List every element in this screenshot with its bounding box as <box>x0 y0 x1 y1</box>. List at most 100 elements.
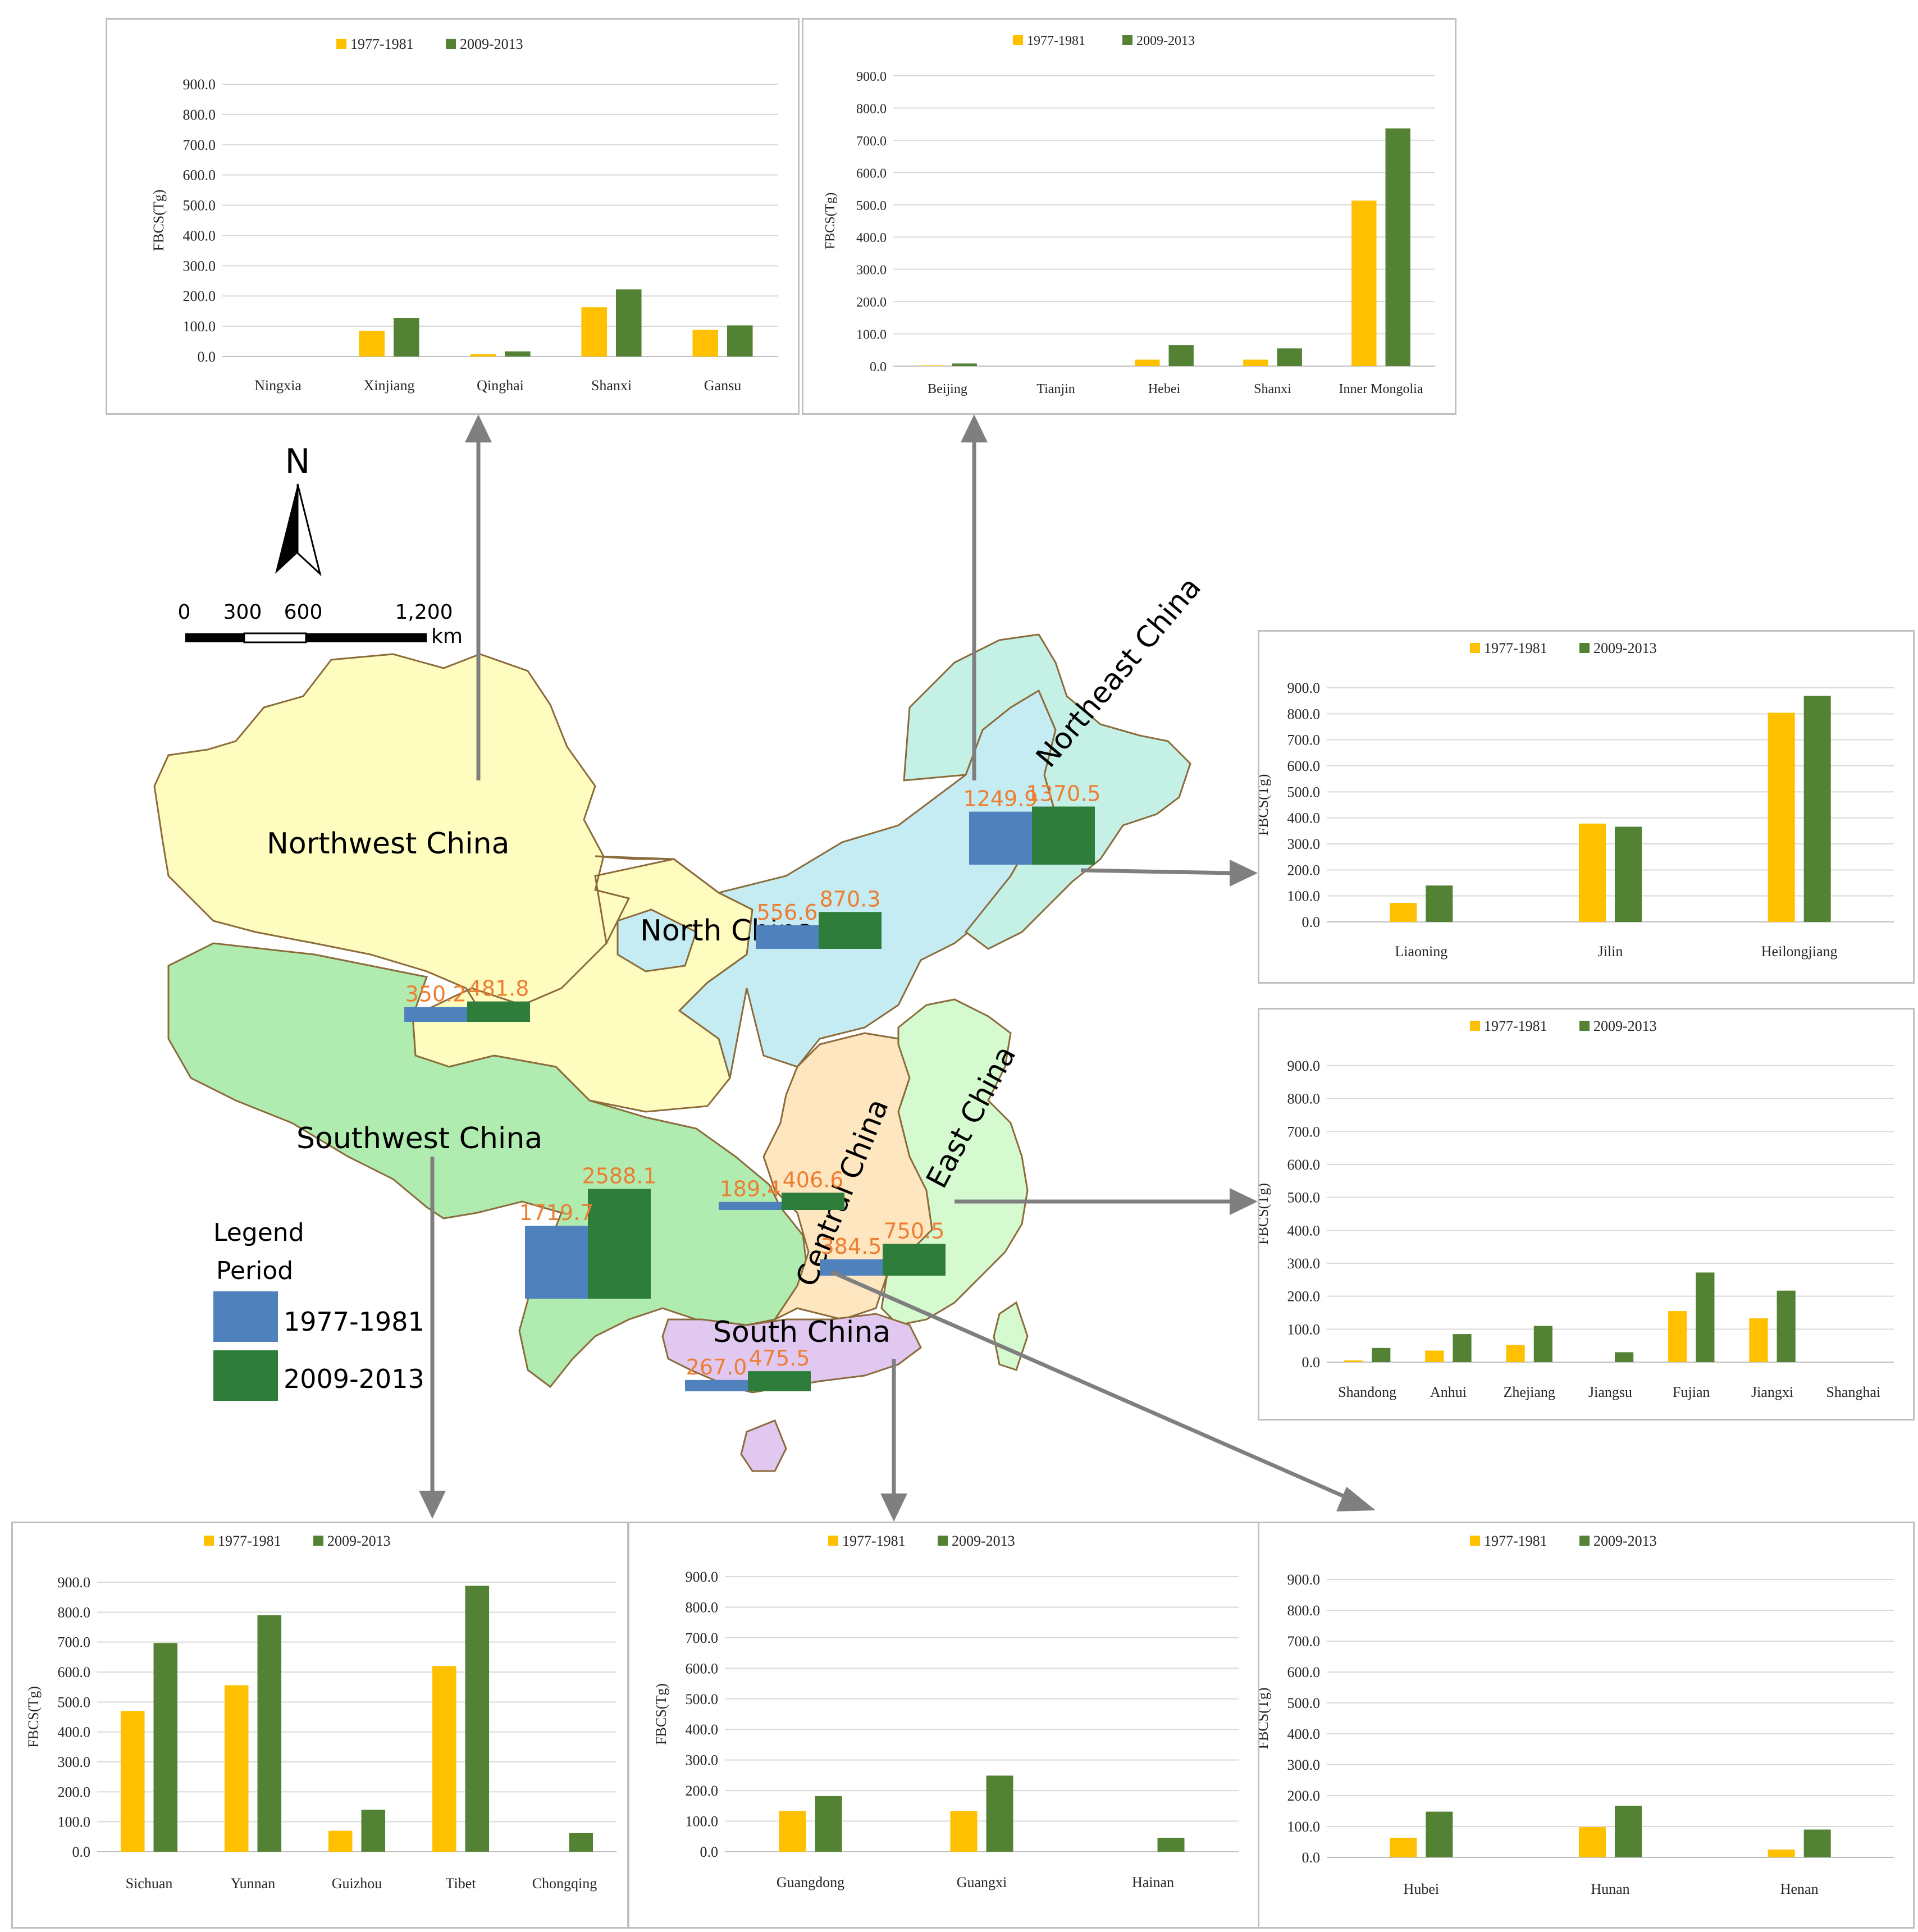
map-label-central-1977: 189.4 <box>720 1177 781 1202</box>
chart-panel-southwest: 1977-1981 2009-2013 0.0 100.0 200.0 300.0 400.… <box>11 1522 629 1929</box>
legend-label-2009: 2009-2013 <box>1593 1018 1657 1034</box>
region-name-southwest: Southwest China <box>296 1122 542 1155</box>
y-tick-label: 100.0 <box>58 1814 91 1830</box>
bar-yunnan-1977 <box>224 1685 249 1852</box>
chart-legend: 1977-1981 2009-2013 <box>1470 1533 1657 1549</box>
category-label: Liaoning <box>1395 943 1447 960</box>
map-label-southwest-2009: 2588.1 <box>582 1164 657 1189</box>
legend-swatch-2009 <box>938 1536 948 1546</box>
legend-label-1977: 1977-1981 <box>1027 34 1085 48</box>
legend-swatch-2009 <box>446 39 456 49</box>
legend-label-2009: 2009-2013 <box>952 1533 1015 1549</box>
y-tick-label: 500.0 <box>856 199 887 213</box>
bar-shandong-1977 <box>1344 1360 1363 1362</box>
map-bar-north-1977 <box>756 925 819 949</box>
y-tick-label: 100.0 <box>686 1814 719 1830</box>
bar-guangdong-2009 <box>815 1796 842 1852</box>
y-tick-label: 600.0 <box>1287 758 1321 774</box>
legend-label-1977: 1977-1981 <box>1484 1018 1547 1034</box>
y-tick-label: 600.0 <box>183 167 216 184</box>
y-tick-label: 800.0 <box>856 102 887 116</box>
legend-label-2009: 2009-2013 <box>1593 640 1657 656</box>
legend-swatch-1977 <box>1470 643 1480 653</box>
y-tick-label: 300.0 <box>856 263 887 278</box>
chart-north: 1977-1981 2009-2013 0.0 100.0 200.0 300.0 400.… <box>823 34 1435 396</box>
arrow-central <box>830 1269 1351 1501</box>
legend-swatch-1977 <box>204 1536 214 1546</box>
bar-shanxi-1977 <box>1243 359 1268 366</box>
bar-henan-2009 <box>1803 1829 1831 1857</box>
bar-beijing-2009 <box>952 363 977 366</box>
y-tick-label: 100.0 <box>1287 1819 1321 1835</box>
bar-tibet-1977 <box>432 1666 456 1852</box>
legend-swatch-1977 <box>1470 1021 1480 1031</box>
y-tick-label: 100.0 <box>856 328 887 342</box>
map-label-east-2009: 750.5 <box>884 1218 945 1243</box>
bar-guizhou-2009 <box>361 1810 386 1852</box>
bar-fujian-1977 <box>1668 1311 1687 1362</box>
bar-guizhou-1977 <box>328 1830 353 1852</box>
legend-label-2009: 2009-2013 <box>1593 1533 1657 1549</box>
legend-swatch-1977 <box>336 39 346 49</box>
chart-central: 1977-1981 2009-2013 0.0 100.0 200.0 300.0 400.… <box>1259 1533 1894 1897</box>
y-tick-label: 900.0 <box>1287 1058 1321 1074</box>
scale-seg-1 <box>185 633 244 642</box>
legend-swatch-1977 <box>1470 1536 1480 1546</box>
bar-heilongjiang-2009 <box>1803 696 1831 922</box>
y-axis-title: FBCS(Tg) <box>1259 774 1271 836</box>
legend-label-1977: 1977-1981 <box>218 1533 281 1549</box>
bar-anhui-2009 <box>1453 1334 1472 1362</box>
arrow-east-head <box>1230 1188 1258 1215</box>
bar-hebei-1977 <box>1135 359 1160 366</box>
y-tick-label: 700.0 <box>1287 1123 1321 1140</box>
y-tick-label: 800.0 <box>686 1599 719 1615</box>
y-tick-label: 800.0 <box>1287 706 1321 722</box>
y-tick-label: 800.0 <box>1287 1602 1321 1619</box>
chart-east: 1977-1981 2009-2013 0.0 100.0 200.0 300.0 400.… <box>1259 1018 1894 1400</box>
y-tick-label: 700.0 <box>1287 732 1321 748</box>
category-label: Xinjiang <box>364 377 415 394</box>
map-label-north-2009: 870.3 <box>820 887 881 911</box>
category-label: Shanghai <box>1826 1384 1880 1400</box>
y-tick-label: 400.0 <box>1287 1222 1321 1239</box>
arrow-central-head <box>1336 1487 1376 1511</box>
legend-swatch-1977 <box>213 1291 278 1342</box>
y-tick-label: 700.0 <box>183 137 216 153</box>
y-tick-label: 400.0 <box>686 1721 719 1738</box>
map-label-south-1977: 267.0 <box>686 1355 747 1380</box>
map-bar-northwest-1977 <box>404 1007 467 1022</box>
y-tick-label: 400.0 <box>1287 1726 1321 1742</box>
legend-label-1977: 1977-1981 <box>842 1533 906 1549</box>
chart-legend: 1977-1981 2009-2013 <box>204 1533 391 1549</box>
scale-unit: km <box>431 625 463 648</box>
y-tick-label: 300.0 <box>183 258 216 274</box>
legend-swatch-2009 <box>1579 643 1590 653</box>
y-tick-label: 500.0 <box>1287 1190 1321 1206</box>
legend-label-2009: 2009-2013 <box>1136 34 1195 48</box>
y-tick-label: 500.0 <box>686 1691 719 1707</box>
category-label: Guangdong <box>777 1874 844 1890</box>
scale-tick-0: 0 <box>178 601 191 624</box>
bar-gansu-2009 <box>727 325 753 357</box>
y-axis-title: FBCS(Tg) <box>1259 1183 1271 1245</box>
legend-swatch-1977 <box>828 1536 838 1546</box>
scale-tick-600: 600 <box>284 601 323 624</box>
y-axis-title: FBCS(Tg) <box>150 190 167 252</box>
y-tick-label: 500.0 <box>1287 784 1321 800</box>
category-label: Heilongjiang <box>1761 943 1838 960</box>
y-tick-label: 200.0 <box>1287 1788 1321 1804</box>
y-tick-label: 900.0 <box>1287 680 1321 696</box>
chart-panel-north: 1977-1981 2009-2013 0.0 100.0 200.0 300.0 400.… <box>802 18 1456 415</box>
y-axis-title: FBCS(Tg) <box>823 193 838 249</box>
y-tick-label: 200.0 <box>686 1783 719 1799</box>
y-tick-label: 200.0 <box>58 1784 91 1800</box>
map-regions <box>153 633 1191 1472</box>
map-bar-east-2009 <box>883 1244 946 1276</box>
y-tick-label: 400.0 <box>1287 810 1321 826</box>
category-label: Yunnan <box>231 1875 275 1892</box>
bar-hunan-1977 <box>1579 1827 1606 1857</box>
category-label: Gansu <box>704 377 741 394</box>
category-label: Qinghai <box>477 377 524 394</box>
